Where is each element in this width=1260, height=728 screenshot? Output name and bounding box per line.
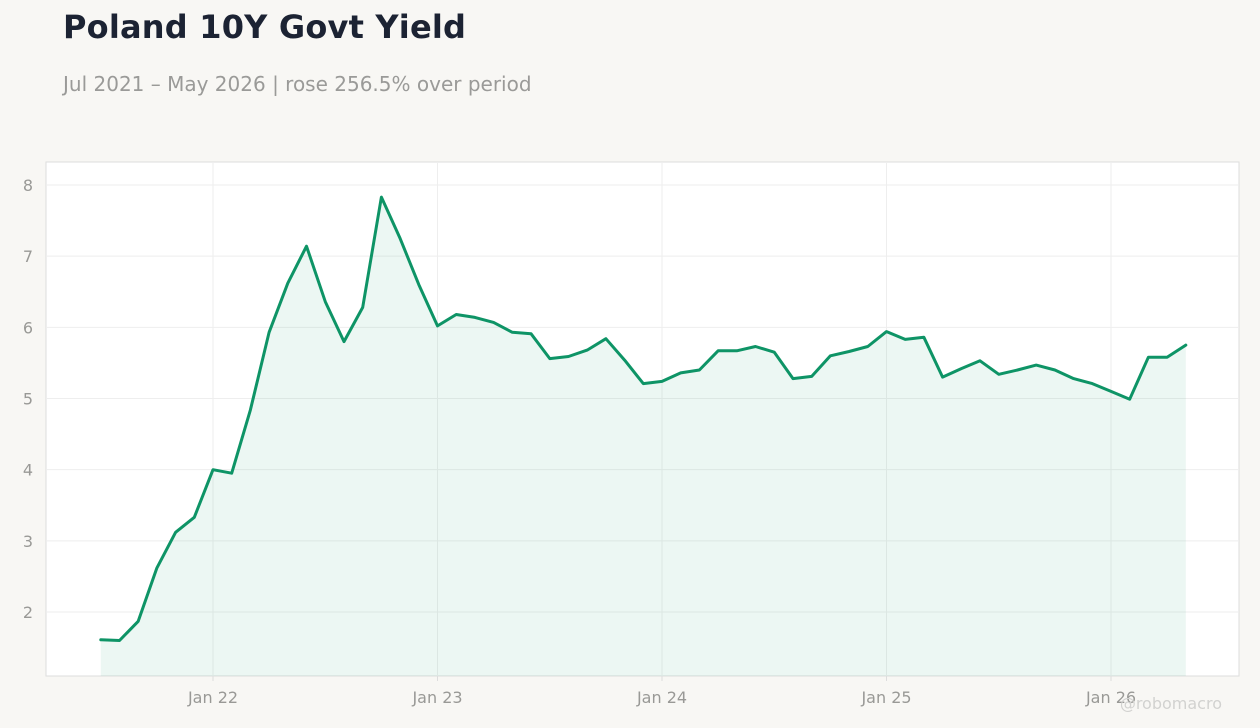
data-point [567,355,570,358]
data-point [698,369,701,372]
data-point [586,349,589,352]
data-point [810,375,813,378]
data-point [997,373,1000,376]
data-point [436,324,439,327]
chart-subtitle: Jul 2021 – May 2026 | rose 256.5% over p… [63,72,532,96]
x-tick-label: Jan 23 [411,688,462,707]
data-point [212,468,215,471]
plot-frame [45,161,1240,677]
data-point [1166,356,1169,359]
data-point [137,620,140,623]
data-point [904,338,907,341]
data-point [941,376,944,379]
data-point [230,472,233,475]
data-point [361,306,364,309]
data-point [399,237,402,240]
data-point [885,330,888,333]
data-point [1110,390,1113,393]
data-point [735,349,738,352]
data-point [829,354,832,357]
data-point [380,196,383,199]
data-point [623,359,626,362]
y-tick-label: 7 [23,247,33,266]
data-point [1035,364,1038,367]
data-point [1184,344,1187,347]
data-point [417,283,420,286]
data-point [249,408,252,411]
series-line [99,195,1188,642]
y-tick-label: 4 [23,461,33,480]
data-point [642,382,645,385]
data-point [193,516,196,519]
data-point [679,371,682,374]
data-point [155,566,158,569]
data-point [455,313,458,316]
data-point [1016,369,1019,372]
y-tick-label: 5 [23,390,33,409]
data-point [791,377,794,380]
data-point [174,531,177,534]
data-point [1147,356,1150,359]
data-point [511,331,514,334]
x-tick-label: Jan 24 [636,688,687,707]
x-tick-label: Jan 22 [187,688,238,707]
data-point [1053,369,1056,372]
x-tick-label: Jan 25 [860,688,911,707]
watermark: @robomacro [1119,694,1222,713]
data-point [979,359,982,362]
data-point [922,336,925,339]
data-point [1128,398,1131,401]
data-point [324,300,327,303]
y-tick-label: 6 [23,318,33,337]
y-tick-label: 8 [23,176,33,195]
data-point [548,357,551,360]
x-tick-label: Jan 26 [1085,688,1136,707]
data-point [118,639,121,642]
data-point [1091,382,1094,385]
data-point [342,340,345,343]
data-point [1072,377,1075,380]
data-point [717,349,720,352]
chart-title: Poland 10Y Govt Yield [63,8,467,46]
data-point [473,316,476,319]
y-tick-label: 2 [23,603,33,622]
data-point [268,331,271,334]
data-point [754,345,757,348]
data-point [492,321,495,324]
data-point [960,367,963,370]
data-point [773,351,776,354]
data-point [848,350,851,353]
data-point [286,282,289,285]
data-point [604,337,607,340]
data-point [866,345,869,348]
series-area-fill [100,197,1186,676]
data-point [305,245,308,248]
y-tick-label: 3 [23,532,33,551]
data-point [661,380,664,383]
data-point [99,638,102,641]
data-point [530,332,533,335]
